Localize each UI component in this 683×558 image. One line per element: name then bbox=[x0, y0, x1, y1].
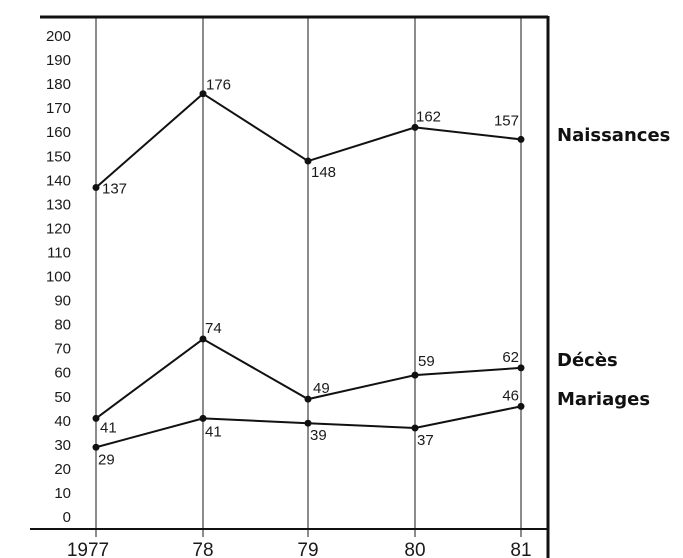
y-tick-label: 190 bbox=[46, 52, 71, 69]
series-name-label: Naissances bbox=[557, 125, 670, 146]
y-tick-label: 130 bbox=[46, 196, 71, 213]
y-tick-label: 200 bbox=[46, 28, 71, 45]
series-names: Naissances Décès Mariages bbox=[557, 125, 670, 410]
y-tick-label: 110 bbox=[47, 244, 71, 261]
data-label: 46 bbox=[502, 387, 519, 404]
data-point bbox=[411, 424, 419, 432]
y-tick-label: 100 bbox=[46, 269, 71, 286]
data-label: 157 bbox=[494, 112, 519, 129]
data-label: 62 bbox=[502, 349, 519, 366]
y-tick-label: 40 bbox=[54, 413, 71, 430]
data-label: 49 bbox=[313, 380, 330, 397]
data-label: 59 bbox=[418, 353, 435, 370]
data-point bbox=[199, 335, 207, 343]
data-label: 29 bbox=[98, 451, 115, 468]
y-tick-label: 30 bbox=[54, 437, 71, 454]
x-tick-label: 78 bbox=[192, 540, 213, 558]
data-label: 41 bbox=[100, 419, 117, 436]
y-tick-label: 160 bbox=[46, 124, 71, 141]
y-tick-label: 80 bbox=[54, 317, 71, 334]
series-name-label: Mariages bbox=[557, 389, 650, 410]
data-point bbox=[411, 123, 419, 131]
data-point bbox=[92, 414, 100, 422]
data-label: 137 bbox=[102, 181, 127, 198]
x-tick-label: 79 bbox=[297, 540, 318, 558]
y-tick-label: 90 bbox=[54, 293, 71, 310]
y-tick-label: 140 bbox=[46, 172, 71, 189]
data-point bbox=[517, 364, 525, 372]
y-tick-label: 170 bbox=[46, 100, 71, 117]
series-lines bbox=[92, 90, 525, 451]
x-tick-label: 80 bbox=[404, 540, 425, 558]
x-tick-label: 1977 bbox=[67, 540, 109, 558]
data-point bbox=[92, 443, 100, 451]
x-tick-label: 81 bbox=[510, 540, 531, 558]
y-tick-label: 0 bbox=[63, 509, 71, 526]
chart-frame bbox=[30, 15, 550, 558]
data-label: 162 bbox=[416, 108, 441, 125]
data-point bbox=[304, 157, 312, 165]
data-point bbox=[199, 414, 207, 422]
y-tick-label: 60 bbox=[54, 365, 71, 382]
y-tick-label: 20 bbox=[54, 461, 71, 478]
data-label: 37 bbox=[417, 432, 434, 449]
data-point bbox=[517, 135, 525, 143]
data-label: 41 bbox=[205, 423, 222, 440]
data-label: 74 bbox=[205, 320, 222, 337]
data-point bbox=[304, 395, 312, 403]
y-tick-label: 120 bbox=[46, 220, 71, 237]
data-label: 148 bbox=[311, 164, 336, 181]
x-axis-ticks: 1977 78 79 80 81 bbox=[67, 540, 532, 558]
data-label: 176 bbox=[206, 77, 231, 94]
y-tick-label: 50 bbox=[54, 389, 71, 406]
y-tick-label: 150 bbox=[46, 148, 71, 165]
y-axis-ticks: 0 10 20 30 40 50 60 70 80 90 100 110 120 130 140 150 160… bbox=[46, 28, 71, 526]
grid-lines bbox=[95, 17, 522, 537]
data-point bbox=[517, 402, 525, 410]
data-point bbox=[199, 90, 207, 98]
data-label: 39 bbox=[310, 427, 327, 444]
data-point bbox=[411, 371, 419, 379]
data-point bbox=[92, 184, 100, 192]
y-tick-label: 180 bbox=[46, 76, 71, 93]
data-labels: 137 176 148 162 157 41 74 49 59 62 29 41 39 37 46 bbox=[98, 77, 519, 469]
series-name-label: Décès bbox=[557, 350, 618, 371]
data-point bbox=[304, 419, 312, 427]
y-tick-label: 10 bbox=[54, 485, 71, 502]
y-tick-label: 70 bbox=[54, 341, 71, 358]
